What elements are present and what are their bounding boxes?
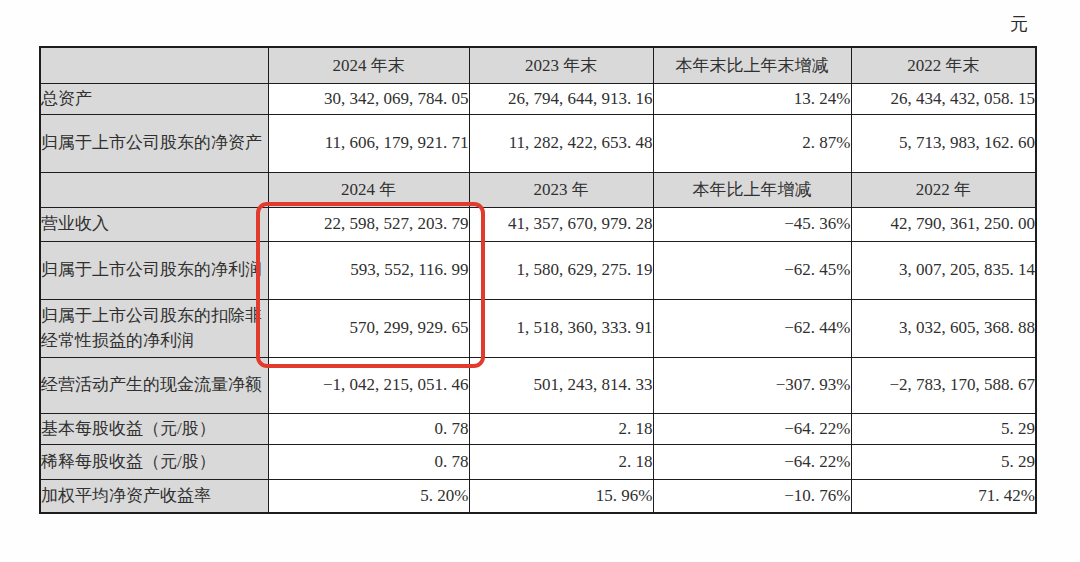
cell-value: 0. 78 — [268, 413, 469, 444]
column-header: 2023 年 — [469, 172, 653, 207]
row-label: 基本每股收益（元/股） — [40, 413, 268, 444]
column-header: 本年比上年增减 — [653, 172, 851, 207]
unit-label: 元 — [1010, 12, 1028, 36]
row-label: 稀释每股收益（元/股） — [40, 444, 268, 479]
financial-table: 2024 年末 2023 年末 本年末比上年末增减 2022 年末 总资产 30… — [39, 46, 1037, 514]
row-label: 经营活动产生的现金流量净额 — [40, 357, 268, 413]
cell-value: 11, 606, 179, 921. 71 — [268, 114, 469, 172]
cell-value: −64. 22% — [653, 444, 851, 479]
table-row: 基本每股收益（元/股） 0. 78 2. 18 −64. 22% 5. 29 — [40, 413, 1036, 444]
cell-value: 15. 96% — [469, 479, 653, 513]
cell-value: −64. 22% — [653, 413, 851, 444]
cell-value: −1, 042, 215, 051. 46 — [268, 357, 469, 413]
column-header: 2024 年 — [268, 172, 469, 207]
row-label: 归属于上市公司股东的净利润 — [40, 241, 268, 299]
column-header: 2023 年末 — [469, 47, 653, 83]
cell-value: 2. 87% — [653, 114, 851, 172]
column-header-empty — [40, 47, 268, 83]
cell-value: 1, 518, 360, 333. 91 — [469, 299, 653, 357]
cell-value: −45. 36% — [653, 207, 851, 241]
cell-value: 5, 713, 983, 162. 60 — [851, 114, 1036, 172]
cell-value: 3, 007, 205, 835. 14 — [851, 241, 1036, 299]
table-header-row: 2024 年 2023 年 本年比上年增减 2022 年 — [40, 172, 1036, 207]
cell-value: 26, 434, 432, 058. 15 — [851, 83, 1036, 114]
table-row: 归属于上市公司股东的扣除非经常性损益的净利润 570, 299, 929. 65… — [40, 299, 1036, 357]
cell-value: 41, 357, 670, 979. 28 — [469, 207, 653, 241]
cell-value: 5. 29 — [851, 444, 1036, 479]
cell-value: 1, 580, 629, 275. 19 — [469, 241, 653, 299]
table-row: 稀释每股收益（元/股） 0. 78 2. 18 −64. 22% 5. 29 — [40, 444, 1036, 479]
cell-value: −10. 76% — [653, 479, 851, 513]
cell-value: −62. 44% — [653, 299, 851, 357]
cell-value: −62. 45% — [653, 241, 851, 299]
cell-value: 5. 29 — [851, 413, 1036, 444]
cell-value: 3, 032, 605, 368. 88 — [851, 299, 1036, 357]
table-row: 经营活动产生的现金流量净额 −1, 042, 215, 051. 46 501,… — [40, 357, 1036, 413]
cell-value: 13. 24% — [653, 83, 851, 114]
cell-value: 11, 282, 422, 653. 48 — [469, 114, 653, 172]
column-header: 2022 年末 — [851, 47, 1036, 83]
row-label: 加权平均净资产收益率 — [40, 479, 268, 513]
cell-value: −307. 93% — [653, 357, 851, 413]
row-label: 归属于上市公司股东的净资产 — [40, 114, 268, 172]
cell-value: 71. 42% — [851, 479, 1036, 513]
cell-value: 501, 243, 814. 33 — [469, 357, 653, 413]
table-row: 归属于上市公司股东的净利润 593, 552, 116. 99 1, 580, … — [40, 241, 1036, 299]
column-header: 2022 年 — [851, 172, 1036, 207]
document-page: 元 2024 年末 2023 年末 本年末比上年末增减 2022 年末 总资产 … — [0, 0, 1080, 562]
column-header: 2024 年末 — [268, 47, 469, 83]
cell-value: 30, 342, 069, 784. 05 — [268, 83, 469, 114]
cell-value: 2. 18 — [469, 444, 653, 479]
row-label: 总资产 — [40, 83, 268, 114]
column-header: 本年末比上年末增减 — [653, 47, 851, 83]
cell-value: 22, 598, 527, 203. 79 — [268, 207, 469, 241]
row-label: 营业收入 — [40, 207, 268, 241]
table-row: 加权平均净资产收益率 5. 20% 15. 96% −10. 76% 71. 4… — [40, 479, 1036, 513]
cell-value: 570, 299, 929. 65 — [268, 299, 469, 357]
cell-value: 42, 790, 361, 250. 00 — [851, 207, 1036, 241]
cell-value: 5. 20% — [268, 479, 469, 513]
table-header-row: 2024 年末 2023 年末 本年末比上年末增减 2022 年末 — [40, 47, 1036, 83]
table-row: 营业收入 22, 598, 527, 203. 79 41, 357, 670,… — [40, 207, 1036, 241]
cell-value: −2, 783, 170, 588. 67 — [851, 357, 1036, 413]
table-row: 归属于上市公司股东的净资产 11, 606, 179, 921. 71 11, … — [40, 114, 1036, 172]
cell-value: 0. 78 — [268, 444, 469, 479]
table-row: 总资产 30, 342, 069, 784. 05 26, 794, 644, … — [40, 83, 1036, 114]
column-header-empty — [40, 172, 268, 207]
cell-value: 2. 18 — [469, 413, 653, 444]
cell-value: 26, 794, 644, 913. 16 — [469, 83, 653, 114]
row-label: 归属于上市公司股东的扣除非经常性损益的净利润 — [40, 299, 268, 357]
cell-value: 593, 552, 116. 99 — [268, 241, 469, 299]
